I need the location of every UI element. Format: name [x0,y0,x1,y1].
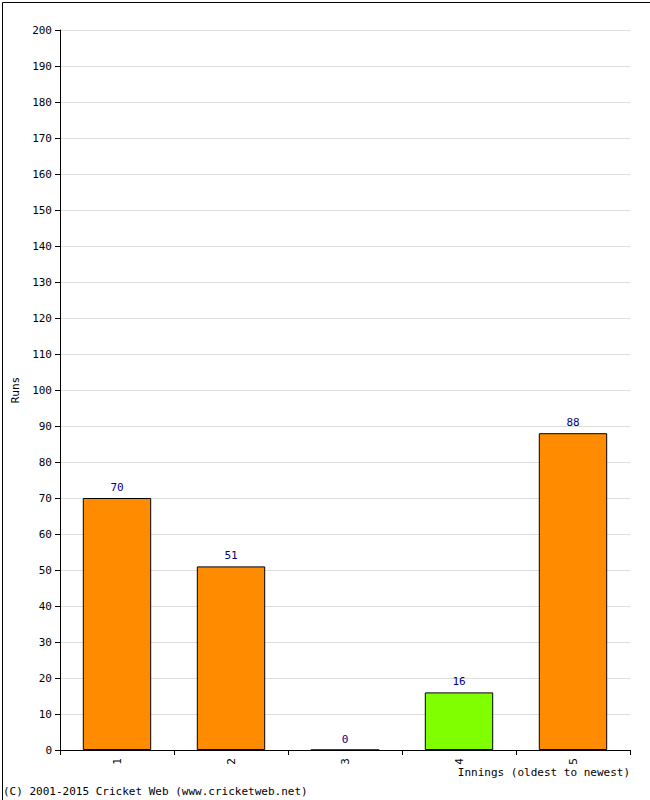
svg-text:0: 0 [45,744,52,757]
svg-text:(C) 2001-2015 Cricket Web (www: (C) 2001-2015 Cricket Web (www.cricketwe… [3,785,308,798]
svg-text:180: 180 [32,96,52,109]
svg-text:Innings (oldest to newest): Innings (oldest to newest) [458,766,630,779]
svg-text:50: 50 [39,564,52,577]
svg-text:20: 20 [39,672,52,685]
svg-text:120: 120 [32,312,52,325]
svg-text:4: 4 [453,758,466,765]
svg-text:150: 150 [32,204,52,217]
svg-text:60: 60 [39,528,52,541]
svg-text:10: 10 [39,708,52,721]
svg-text:130: 130 [32,276,52,289]
svg-text:190: 190 [32,60,52,73]
svg-text:16: 16 [452,675,465,688]
svg-text:Runs: Runs [9,377,22,404]
svg-text:3: 3 [339,758,352,765]
svg-text:70: 70 [110,481,123,494]
svg-text:80: 80 [39,456,52,469]
svg-text:2: 2 [225,758,238,765]
svg-text:170: 170 [32,132,52,145]
svg-text:140: 140 [32,240,52,253]
svg-text:51: 51 [224,549,237,562]
svg-text:100: 100 [32,384,52,397]
svg-text:88: 88 [566,416,579,429]
svg-text:70: 70 [39,492,52,505]
svg-text:160: 160 [32,168,52,181]
svg-text:1: 1 [111,758,124,765]
svg-text:30: 30 [39,636,52,649]
svg-text:110: 110 [32,348,52,361]
svg-text:200: 200 [32,24,52,37]
svg-text:40: 40 [39,600,52,613]
svg-text:90: 90 [39,420,52,433]
svg-text:0: 0 [342,733,349,746]
svg-text:5: 5 [567,758,580,765]
